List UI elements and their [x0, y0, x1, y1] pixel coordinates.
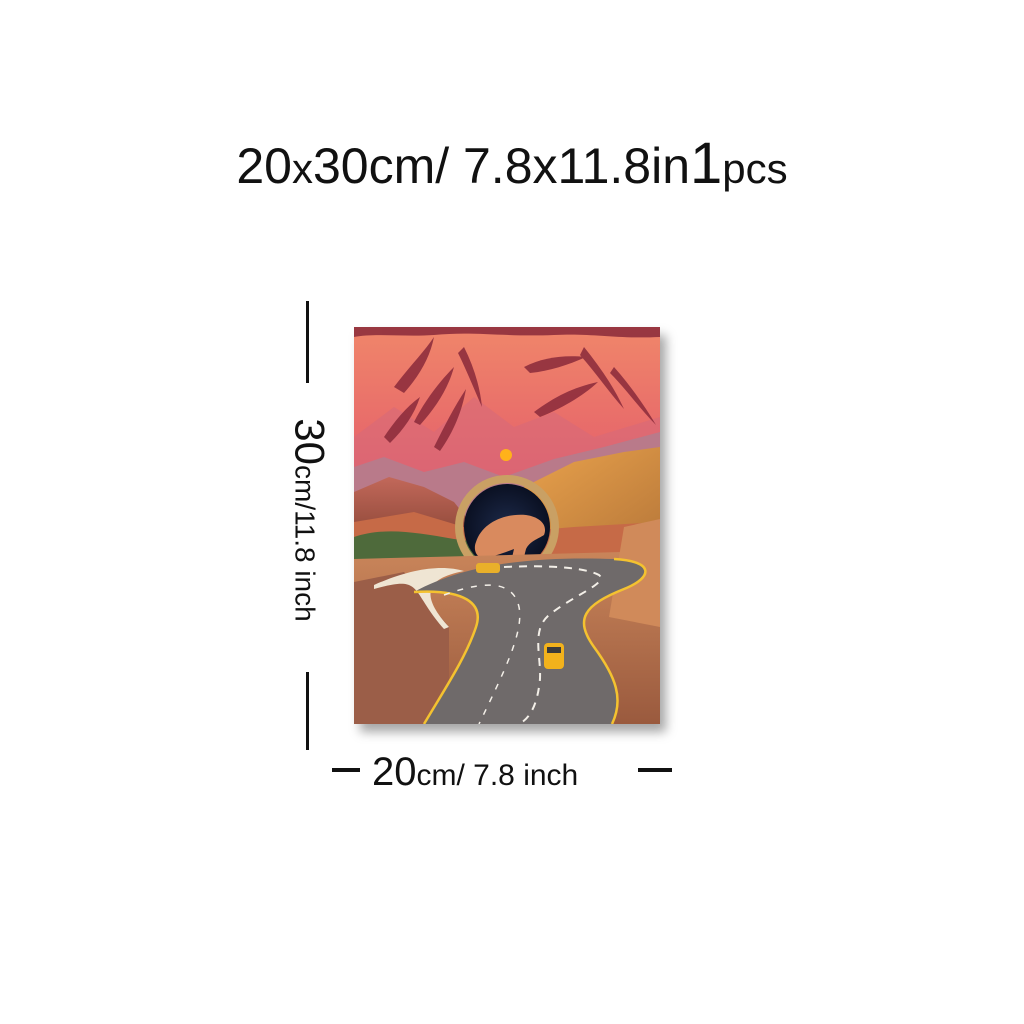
poster-foliage [354, 327, 660, 451]
poster-car-near [544, 643, 564, 669]
poster-road-edge-right [582, 557, 647, 724]
height-unit: cm/11.8 inch [289, 465, 321, 622]
title-dims-x: x [291, 145, 313, 192]
poster-guard-rail [374, 567, 464, 629]
title-dims-prefix: 20 [236, 138, 292, 194]
poster-hand [474, 514, 546, 569]
height-dimension-line-top [306, 301, 309, 383]
title-dims-main: 30cm/ 7.8x11.8in [312, 138, 691, 194]
width-value: 20 [372, 750, 417, 794]
height-value: 30 [286, 418, 334, 466]
width-label: 20cm/ 7.8 inch [372, 752, 578, 796]
poster-road [414, 558, 646, 724]
width-dimension-line-right [638, 768, 672, 772]
poster-artwork [354, 327, 660, 724]
width-unit: cm/ 7.8 inch [416, 759, 579, 792]
poster-sun [500, 449, 512, 461]
poster-road-edge-left [413, 590, 479, 724]
poster-car-near-window [547, 647, 561, 653]
height-dimension-line-bottom [306, 672, 309, 750]
poster-road-lane-line [443, 584, 521, 724]
poster-retaining-wall [354, 572, 449, 724]
title-quantity: 1 [690, 131, 723, 196]
title-quantity-unit: pcs [722, 145, 788, 192]
poster-car-far [476, 563, 500, 573]
width-dimension-line-left [332, 768, 360, 772]
size-title: 20x30cm/ 7.8x11.8in1pcs [0, 135, 1024, 195]
